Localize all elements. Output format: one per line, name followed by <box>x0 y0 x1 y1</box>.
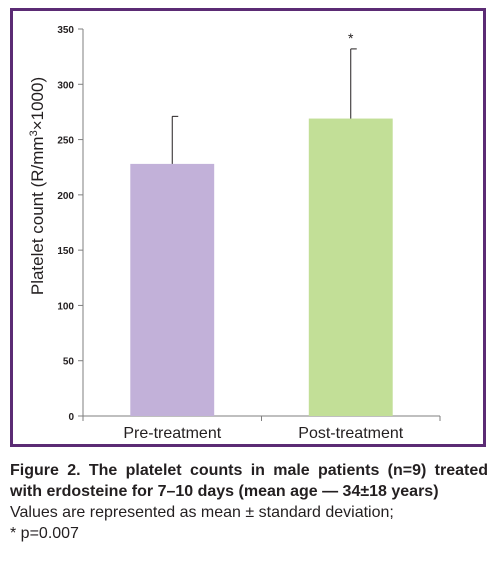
caption-note: Values are represented as mean ± standar… <box>10 502 488 544</box>
bar-chart: Platelet count (R/mm3×1000) 0 50 100 150 200… <box>28 25 441 442</box>
y-tick-label: 150 <box>57 246 74 257</box>
y-axis-title-prefix: Platelet count (R/mm <box>28 136 47 295</box>
significance-marker: * <box>348 30 354 46</box>
x-category-label: Pre-treatment <box>123 425 221 442</box>
y-tick-label: 50 <box>63 357 75 368</box>
y-axis-title: Platelet count (R/mm3×1000) <box>28 77 47 295</box>
bar-pre-treatment <box>130 163 215 416</box>
y-tick-label: 250 <box>57 136 74 147</box>
y-tick-label: 350 <box>57 25 74 36</box>
x-category-label: Post-treatment <box>298 425 403 442</box>
y-tick-label: 0 <box>68 412 74 423</box>
y-tick-label: 100 <box>57 301 74 312</box>
figure-frame: Platelet count (R/mm3×1000) 0 50 100 150 200… <box>10 8 486 447</box>
y-axis-title-suffix: ×1000) <box>28 77 47 130</box>
plot-area: 0 50 100 150 200 250 300 350 Pre-treatment * Post-… <box>57 25 441 442</box>
y-axis-title-superscript: 3 <box>28 130 40 136</box>
caption-note-line: Values are represented as mean ± standar… <box>10 504 394 521</box>
y-tick-label: 300 <box>57 80 74 91</box>
bar-post-treatment <box>308 118 393 416</box>
figure-caption: Figure 2. The platelet counts in male pa… <box>10 460 488 544</box>
caption-title: Figure 2. The platelet counts in male pa… <box>10 462 488 500</box>
svg-text:Platelet count (R/mm3×1000): Platelet count (R/mm3×1000) <box>28 77 47 295</box>
caption-significance-line: * p=0.007 <box>10 525 79 542</box>
y-tick-label: 200 <box>57 191 74 202</box>
